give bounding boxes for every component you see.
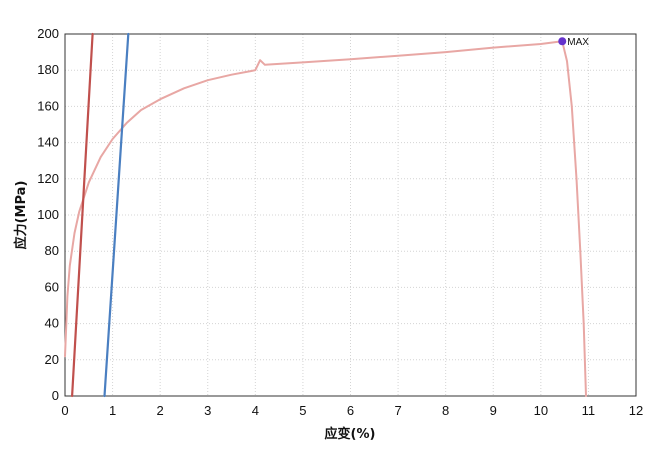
y-tick-label: 0 (52, 388, 59, 403)
x-tick-label: 3 (204, 403, 211, 418)
y-tick-label: 80 (45, 243, 59, 258)
y-tick-label: 20 (45, 352, 59, 367)
x-tick-label: 0 (61, 403, 68, 418)
x-tick-label: 12 (629, 403, 643, 418)
plot-frame (64, 33, 637, 397)
y-axis-label: 应力(MPa) (13, 181, 29, 250)
y-tick-label: 180 (37, 62, 59, 77)
y-tick-label: 40 (45, 316, 59, 331)
max-point-marker (558, 37, 567, 46)
y-tick-label: 200 (37, 26, 59, 41)
y-tick-label: 120 (37, 171, 59, 186)
y-tick-label: 160 (37, 98, 59, 113)
x-tick-label: 9 (490, 403, 497, 418)
x-tick-label: 2 (157, 403, 164, 418)
series-line-3 (103, 32, 130, 398)
y-tick-label: 60 (45, 279, 59, 294)
x-tick-label: 6 (347, 403, 354, 418)
max-point-label: MAX (567, 37, 589, 48)
y-tick-label: 140 (37, 135, 59, 150)
x-tick-label: 11 (582, 403, 596, 418)
x-tick-label: 1 (109, 403, 116, 418)
y-tick-label: 100 (37, 207, 59, 222)
x-tick-label: 8 (442, 403, 449, 418)
x-tick-label: 7 (394, 403, 401, 418)
x-tick-label: 4 (252, 403, 259, 418)
x-axis-label: 应变(%) (325, 426, 376, 442)
x-tick-label: 10 (534, 403, 548, 418)
series-line-1 (64, 40, 587, 397)
series-line-2 (71, 32, 94, 398)
x-tick-label: 5 (299, 403, 306, 418)
